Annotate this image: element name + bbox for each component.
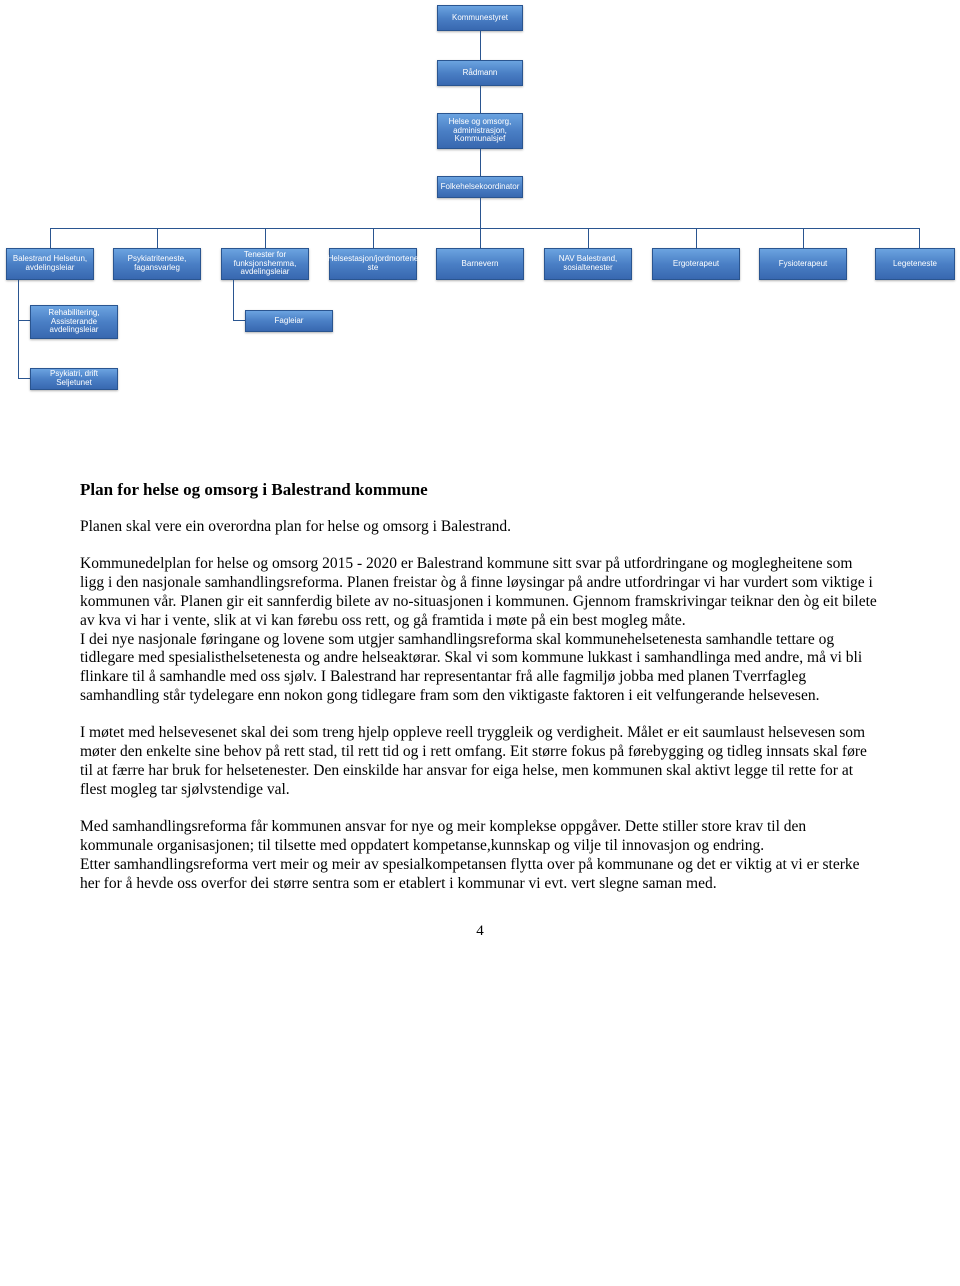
page-container: Kommunestyret Rådmann Helse og omsorg, a… bbox=[0, 0, 960, 1000]
node-ergo: Ergoterapeut bbox=[652, 248, 740, 280]
node-funksjonshemma: Tenester for funksjonshemma, avdelingsle… bbox=[221, 248, 309, 280]
paragraph-1: Planen skal vere ein overordna plan for … bbox=[80, 518, 880, 537]
node-nav: NAV Balestrand, sosialtenester bbox=[544, 248, 632, 280]
page-number: 4 bbox=[80, 923, 880, 940]
node-radmann: Rådmann bbox=[437, 60, 523, 86]
node-lege: Legeteneste bbox=[875, 248, 955, 280]
node-helsetun: Balestrand Helsetun, avdelingsleiar bbox=[6, 248, 94, 280]
node-fysio: Fysioterapeut bbox=[759, 248, 847, 280]
document-body: Plan for helse og omsorg i Balestrand ko… bbox=[0, 450, 960, 960]
node-rehab: Rehabilitering, Assisterande avdelingsle… bbox=[30, 305, 118, 339]
node-seljetunet: Psykiatri, drift Seljetunet bbox=[30, 368, 118, 390]
paragraph-5: Med samhandlingsreforma får kommunen ans… bbox=[80, 818, 880, 856]
node-helsestasjon: Helsestasjon/jordmortene ste bbox=[329, 248, 417, 280]
paragraph-4: I møtet med helsevesenet skal dei som tr… bbox=[80, 724, 880, 800]
paragraph-6: Etter samhandlingsreforma vert meir og m… bbox=[80, 856, 880, 894]
page-title: Plan for helse og omsorg i Balestrand ko… bbox=[80, 480, 880, 500]
node-folkehelse: Folkehelsekoordinator bbox=[437, 176, 523, 198]
node-psykiatri: Psykiatriteneste, fagansvarleg bbox=[113, 248, 201, 280]
node-fagleiar: Fagleiar bbox=[245, 310, 333, 332]
org-chart: Kommunestyret Rådmann Helse og omsorg, a… bbox=[0, 0, 960, 450]
node-helse-admin: Helse og omsorg, administrasjon, Kommuna… bbox=[437, 113, 523, 149]
node-barnevern: Barnevern bbox=[436, 248, 524, 280]
node-kommunestyret: Kommunestyret bbox=[437, 5, 523, 31]
paragraph-2: Kommunedelplan for helse og omsorg 2015 … bbox=[80, 555, 880, 706]
